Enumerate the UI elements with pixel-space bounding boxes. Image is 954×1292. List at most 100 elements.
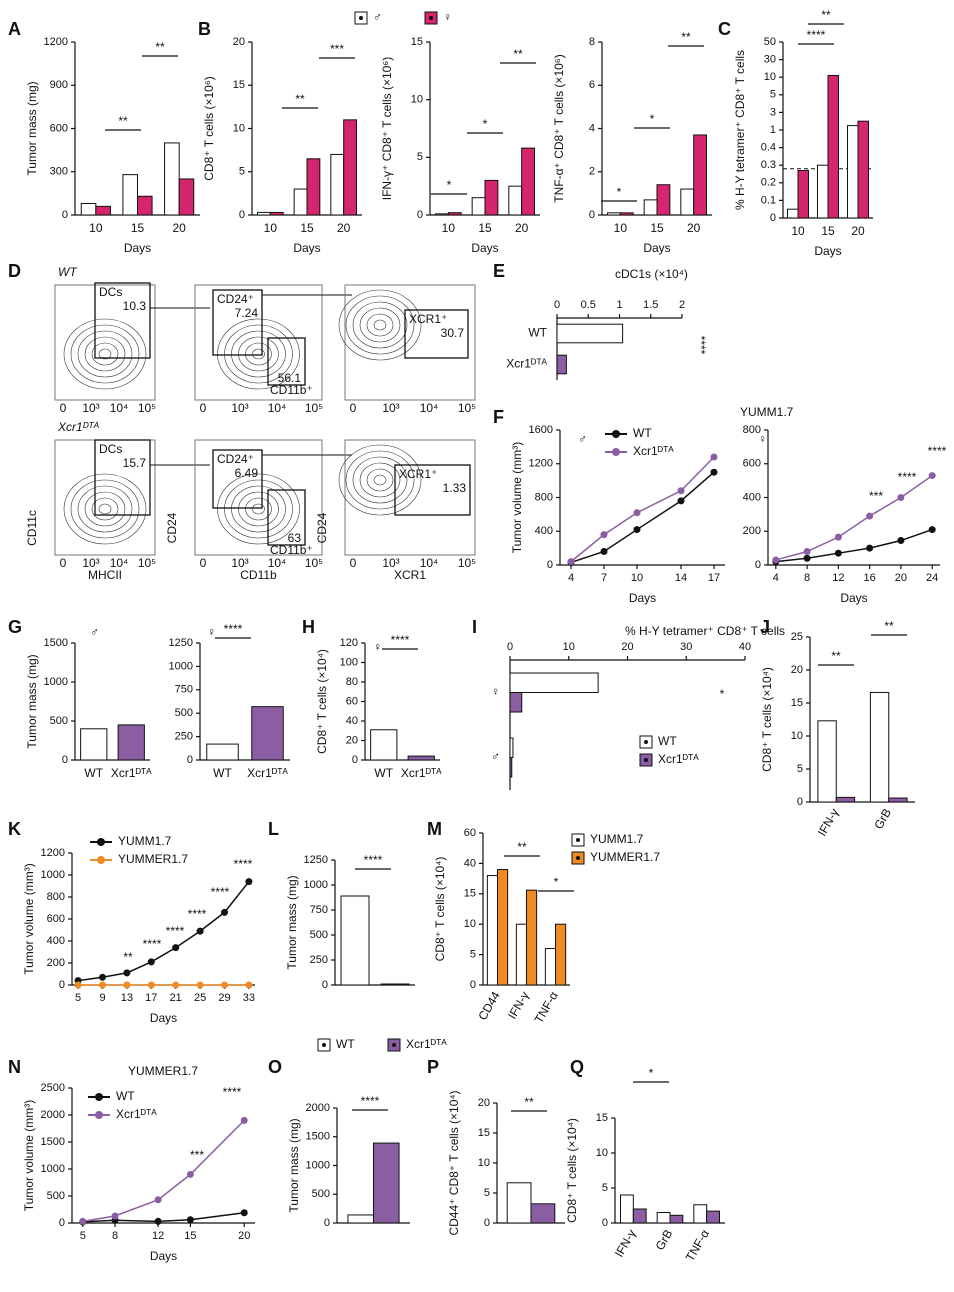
flow-y-label: CD24 [165,512,179,543]
y-tick-label: 3 [770,106,776,118]
x-axis-label: Days [814,244,841,258]
gate [212,289,263,356]
legend-label: ♂ [373,10,382,24]
point [154,1217,162,1225]
y-tick-label: 8 [589,36,595,48]
significance: ** [517,840,527,854]
y-tick-label: 2000 [306,1102,330,1114]
contour [231,485,286,533]
flow-x-label: CD11b [240,568,277,582]
flow-plot [344,439,476,556]
category-label: 20 [337,221,351,235]
contour [63,318,147,390]
y-tick-label: 800 [47,891,65,903]
legend-marker [612,448,620,456]
y-tick-label: 200 [743,525,761,537]
x-axis-label: Days [629,591,656,605]
panel-letter: C [718,19,731,39]
category-label: 15 [821,224,835,238]
bar [486,875,499,986]
y-tick-label: 500 [310,929,328,941]
significance: **** [694,336,708,355]
y-tick-label: 10 [464,918,476,930]
y-tick-label: 60 [346,695,358,707]
y-tick-label: 800 [535,491,553,503]
y-tick-label: 0 [324,1217,330,1229]
panel-letter: I [472,617,477,637]
bar [447,212,462,216]
bar [407,755,435,761]
point [897,494,905,501]
point [186,1216,194,1224]
point [600,548,608,555]
panel-letter: O [268,1057,282,1077]
significance: **** [391,633,410,647]
contour [373,474,387,486]
contour [245,342,272,366]
bar [471,197,486,216]
y-tick-label: 400 [743,491,761,503]
y-tick-label: 100 [340,656,358,668]
y-tick-label: 750 [310,904,328,916]
legend-label: ♀ [443,10,452,24]
contour [245,497,272,521]
panel-letter: J [760,617,770,637]
y-tick-label: 5 [770,89,776,101]
flow-tick: 10⁵ [138,556,156,570]
bar [269,211,284,216]
gate-pct: 10.3 [123,299,147,313]
y-tick-label: 15 [233,79,245,91]
x-tick-label: 4 [568,572,574,584]
gate-name: CD24⁺ [217,452,254,466]
significance: ** [524,1095,534,1109]
x-tick-label: 14 [675,572,687,584]
gate [94,282,151,359]
flow-tick: 10⁵ [138,401,156,415]
gate-pct: 6.49 [235,466,259,480]
bar [693,134,708,216]
category-label: IFN-γ [505,989,532,1021]
flow-plot [194,439,323,556]
contour [359,462,401,498]
significance: **** [211,885,230,899]
y-tick-label: 20 [233,36,245,48]
legend-dot [576,838,580,842]
flow-tick: 0 [200,401,207,415]
category-label: 15 [478,221,492,235]
significance: ** [681,30,691,44]
legend-label: YUMM1.7 [118,834,172,848]
bar [509,672,599,693]
y-tick-label: 500 [47,1190,65,1202]
legend-dot [644,740,648,744]
flow-tick: 10³ [382,401,399,415]
x-tick-label: 29 [218,992,230,1004]
bar [380,983,410,986]
gate-name: CD11b⁺ [270,543,313,557]
legend-label: Xcr1ᴰᵀᴬ [116,1107,157,1121]
y-tick-label: 1 [770,124,776,136]
y-tick-label: 250 [310,954,328,966]
flow-tick: 10³ [82,556,99,570]
contour [252,348,265,360]
point [147,958,155,966]
y-axis-label: % H-Y tetramer⁺ CD8⁺ T cells [733,50,747,210]
bar [656,184,671,216]
panel-letter: L [268,819,279,839]
legend-label: YUMMER1.7 [590,850,660,864]
bar [293,188,308,216]
flow-tick: 10³ [231,401,248,415]
y-axis-label: CD8⁺ T cells (×10⁴) [760,667,774,772]
category-label: Xcr1ᴰᵀᴬ [506,357,547,371]
x-tick-label: 20 [238,1230,250,1242]
point [567,558,575,566]
contour [366,468,394,492]
gate-pct: 7.24 [235,306,259,320]
contour [231,330,286,378]
bar [869,691,890,803]
x-tick-label: 30 [680,641,692,653]
flow-tick: 10³ [231,556,248,570]
category-label: WT [84,766,103,780]
significance: *** [190,1148,204,1162]
chart-title: cDC1s (×10⁴) [615,267,688,281]
y-tick-label: 0 [589,209,595,221]
